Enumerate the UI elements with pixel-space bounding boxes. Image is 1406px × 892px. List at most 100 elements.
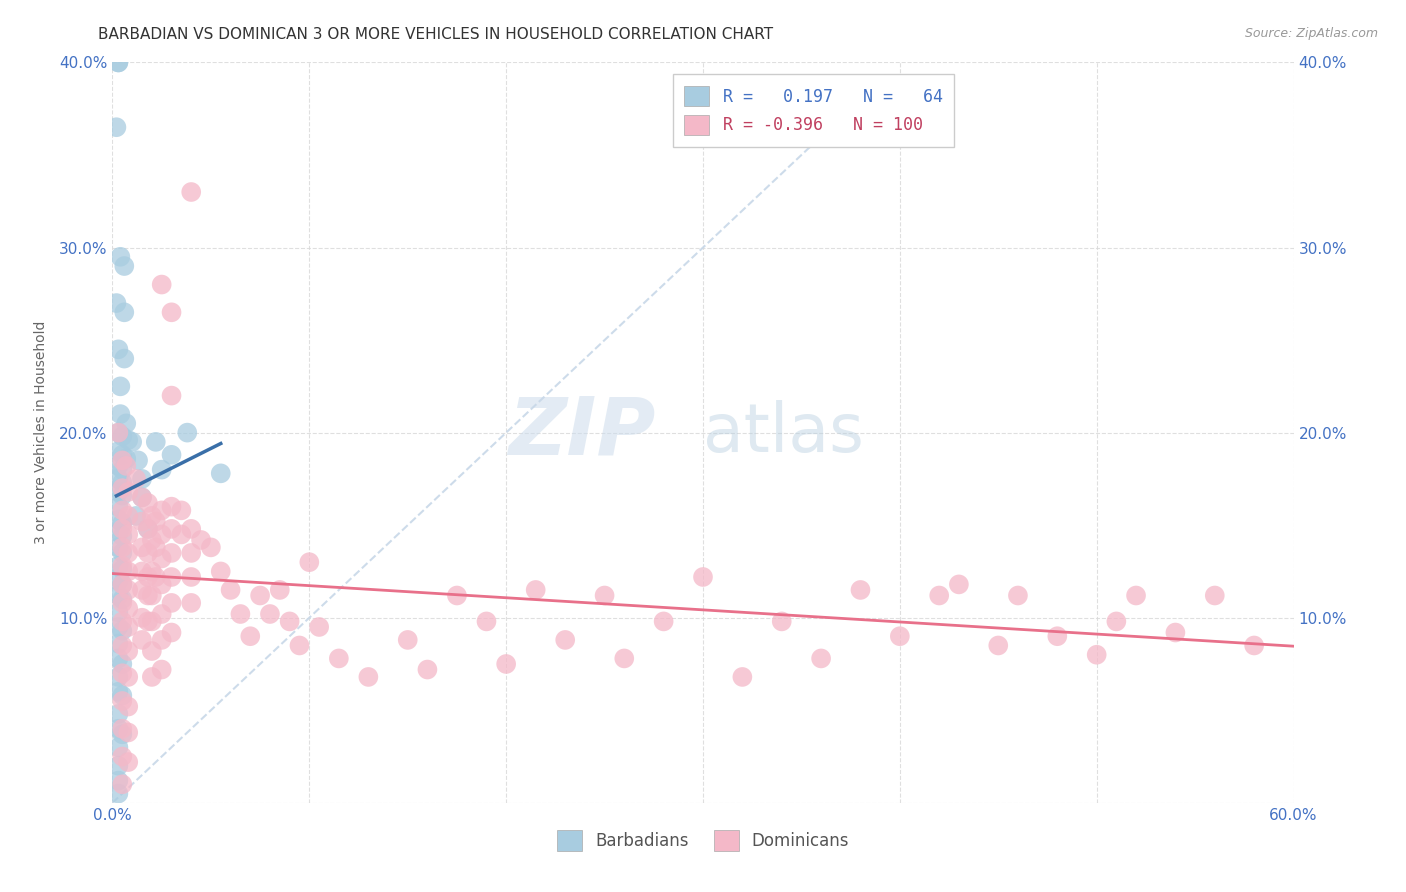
Point <box>115 451 138 466</box>
Text: atlas: atlas <box>703 400 863 466</box>
Point <box>160 305 183 319</box>
Point <box>141 615 163 629</box>
Point <box>160 500 183 514</box>
Point <box>115 417 138 431</box>
Point <box>107 525 129 540</box>
Point <box>524 582 547 597</box>
Point <box>107 605 129 619</box>
Point <box>117 433 139 447</box>
Point <box>180 596 202 610</box>
Text: ZIP: ZIP <box>509 393 655 472</box>
Point <box>107 787 129 801</box>
Point <box>111 592 134 607</box>
Point <box>239 629 262 643</box>
Point <box>160 625 183 640</box>
Point <box>446 589 468 603</box>
Point <box>131 610 153 624</box>
Point <box>105 120 128 135</box>
Point <box>131 632 153 647</box>
Point <box>692 570 714 584</box>
Point <box>1204 589 1226 603</box>
Point <box>117 644 139 658</box>
Point <box>107 500 129 514</box>
Point <box>111 558 134 573</box>
Point <box>111 577 134 591</box>
Point <box>107 558 129 573</box>
Point <box>110 407 132 421</box>
Point <box>1125 589 1147 603</box>
Point <box>613 651 636 665</box>
Point <box>111 462 134 476</box>
Point <box>107 620 129 634</box>
Point <box>131 491 153 505</box>
Point <box>107 343 129 357</box>
Point <box>111 453 134 467</box>
Point <box>107 637 129 651</box>
Point <box>145 541 167 555</box>
Point <box>136 522 159 536</box>
Point <box>107 685 129 699</box>
Point <box>150 577 173 591</box>
Point <box>105 296 128 310</box>
Point <box>298 555 321 569</box>
Point <box>111 727 134 741</box>
Point <box>770 615 793 629</box>
Point <box>160 388 183 402</box>
Point <box>111 529 134 543</box>
Point <box>889 629 911 643</box>
Point <box>150 607 173 621</box>
Point <box>145 434 167 449</box>
Point <box>107 458 129 473</box>
Point <box>987 639 1010 653</box>
Point <box>1085 648 1108 662</box>
Point <box>111 546 134 560</box>
Point <box>111 541 134 555</box>
Point <box>219 582 242 597</box>
Point <box>107 513 129 527</box>
Point <box>107 444 129 458</box>
Point <box>117 699 139 714</box>
Point <box>190 533 212 547</box>
Point <box>269 582 291 597</box>
Point <box>328 651 350 665</box>
Point <box>107 740 129 755</box>
Point <box>121 434 143 449</box>
Point <box>117 670 139 684</box>
Point <box>150 551 173 566</box>
Point <box>136 589 159 603</box>
Point <box>111 639 134 653</box>
Point <box>107 55 129 70</box>
Point <box>111 577 134 591</box>
Point <box>593 589 616 603</box>
Point <box>1243 639 1265 653</box>
Y-axis label: 3 or more Vehicles in Household: 3 or more Vehicles in Household <box>34 321 48 544</box>
Point <box>180 185 202 199</box>
Point <box>111 749 134 764</box>
Point <box>111 429 134 443</box>
Point <box>150 527 173 541</box>
Point <box>112 259 135 273</box>
Point <box>170 527 193 541</box>
Point <box>1164 625 1187 640</box>
Point <box>136 570 159 584</box>
Point <box>107 706 129 721</box>
Point <box>111 722 134 736</box>
Point <box>200 541 222 555</box>
Point <box>111 689 134 703</box>
Point <box>160 596 183 610</box>
Point <box>111 522 134 536</box>
Point <box>180 522 202 536</box>
Point <box>111 624 134 638</box>
Point <box>141 644 163 658</box>
Point <box>141 508 163 523</box>
Point <box>141 533 163 547</box>
Point <box>111 657 134 671</box>
Point <box>150 632 173 647</box>
Point <box>731 670 754 684</box>
Point <box>111 448 134 462</box>
Point <box>209 565 232 579</box>
Point <box>112 305 135 319</box>
Point <box>180 546 202 560</box>
Point <box>259 607 281 621</box>
Point <box>249 589 271 603</box>
